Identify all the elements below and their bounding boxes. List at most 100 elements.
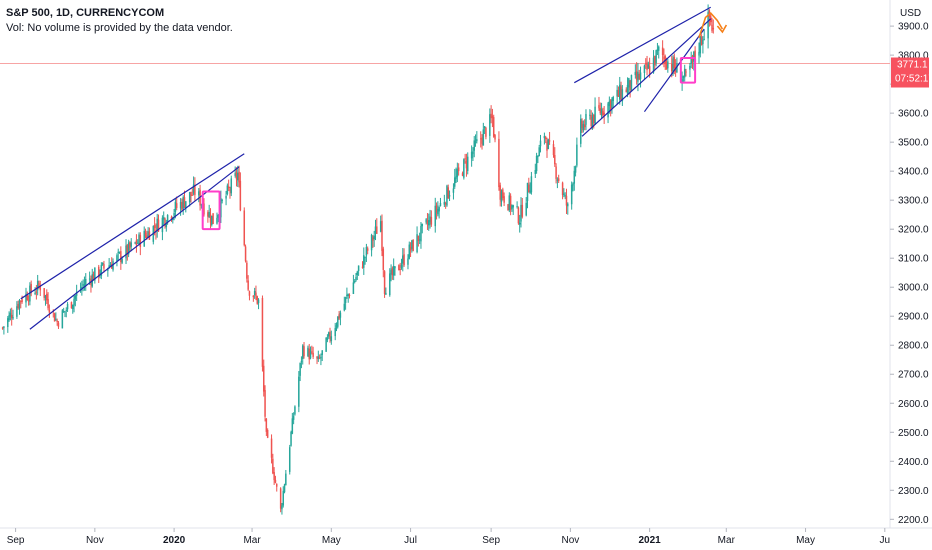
- candle[interactable]: [234, 166, 236, 178]
- candle[interactable]: [229, 186, 231, 199]
- candle[interactable]: [580, 114, 582, 148]
- candle[interactable]: [409, 242, 412, 257]
- candle[interactable]: [357, 265, 360, 276]
- candle[interactable]: [453, 168, 456, 189]
- candle[interactable]: [25, 287, 27, 308]
- candle[interactable]: [26, 291, 29, 301]
- candle[interactable]: [330, 330, 333, 345]
- candle[interactable]: [252, 295, 255, 302]
- candle[interactable]: [237, 165, 239, 187]
- candle[interactable]: [288, 444, 291, 475]
- candle[interactable]: [116, 253, 118, 267]
- candle[interactable]: [220, 190, 222, 224]
- candle[interactable]: [294, 405, 296, 416]
- candle[interactable]: [594, 97, 596, 125]
- candle[interactable]: [474, 134, 477, 147]
- candle[interactable]: [421, 223, 424, 234]
- candle[interactable]: [534, 163, 537, 178]
- candle[interactable]: [654, 55, 656, 70]
- candle[interactable]: [526, 182, 529, 209]
- candle[interactable]: [203, 198, 205, 217]
- candle[interactable]: [521, 197, 524, 219]
- candle[interactable]: [621, 85, 624, 106]
- projection-arrow-path[interactable]: [698, 11, 724, 38]
- candle[interactable]: [403, 248, 405, 267]
- candle[interactable]: [702, 36, 704, 54]
- candle[interactable]: [390, 264, 392, 282]
- candle[interactable]: [62, 307, 65, 313]
- candle[interactable]: [225, 190, 227, 206]
- candle[interactable]: [572, 182, 574, 192]
- candle[interactable]: [338, 310, 340, 321]
- candle[interactable]: [308, 343, 310, 365]
- candle[interactable]: [552, 140, 555, 158]
- candle[interactable]: [570, 181, 573, 210]
- candle[interactable]: [356, 270, 359, 281]
- candle[interactable]: [517, 206, 520, 225]
- candle[interactable]: [543, 132, 546, 145]
- candle[interactable]: [143, 226, 145, 247]
- candle[interactable]: [292, 412, 295, 425]
- candle[interactable]: [309, 346, 312, 360]
- candle[interactable]: [535, 152, 538, 174]
- candle[interactable]: [312, 346, 314, 359]
- candle[interactable]: [561, 181, 564, 200]
- candle[interactable]: [683, 64, 686, 82]
- candle[interactable]: [446, 184, 448, 207]
- candle[interactable]: [407, 254, 409, 270]
- candle[interactable]: [366, 246, 369, 255]
- candle[interactable]: [173, 208, 175, 221]
- candle[interactable]: [383, 270, 386, 298]
- candle[interactable]: [391, 266, 394, 280]
- candle[interactable]: [656, 42, 659, 56]
- candle[interactable]: [634, 64, 637, 79]
- candle[interactable]: [253, 287, 256, 299]
- candle[interactable]: [544, 135, 547, 144]
- candle[interactable]: [70, 301, 73, 309]
- candle[interactable]: [528, 177, 530, 193]
- candle[interactable]: [652, 50, 655, 74]
- candle[interactable]: [348, 293, 351, 299]
- candle[interactable]: [281, 502, 283, 515]
- candle[interactable]: [138, 232, 140, 246]
- candle[interactable]: [311, 345, 313, 355]
- candle[interactable]: [600, 102, 603, 119]
- candle[interactable]: [502, 187, 504, 201]
- candle[interactable]: [455, 167, 457, 184]
- candle[interactable]: [703, 29, 705, 41]
- candle[interactable]: [239, 172, 242, 212]
- candle[interactable]: [211, 215, 213, 227]
- candle[interactable]: [183, 190, 186, 208]
- candle[interactable]: [125, 239, 127, 265]
- symbol-title[interactable]: S&P 500, 1D, CURRENCYCOM: [6, 7, 165, 19]
- candle[interactable]: [681, 71, 683, 91]
- candle[interactable]: [625, 87, 627, 93]
- candle[interactable]: [464, 153, 466, 164]
- candle[interactable]: [537, 155, 539, 164]
- candle[interactable]: [156, 213, 158, 238]
- candle[interactable]: [647, 61, 650, 69]
- candle[interactable]: [255, 285, 257, 301]
- candle[interactable]: [263, 359, 265, 397]
- candle[interactable]: [408, 241, 411, 260]
- candle[interactable]: [707, 4, 709, 49]
- candle[interactable]: [589, 109, 591, 120]
- candle[interactable]: [35, 284, 38, 300]
- candle[interactable]: [352, 274, 355, 295]
- candle[interactable]: [97, 264, 100, 283]
- candle[interactable]: [227, 179, 230, 192]
- candle[interactable]: [638, 69, 640, 81]
- candle[interactable]: [57, 321, 60, 329]
- candle[interactable]: [443, 194, 446, 208]
- candle[interactable]: [264, 385, 266, 422]
- candle[interactable]: [53, 312, 56, 322]
- candle[interactable]: [61, 308, 64, 329]
- candle[interactable]: [503, 192, 505, 207]
- candle[interactable]: [644, 58, 647, 69]
- candle[interactable]: [30, 280, 32, 297]
- candle[interactable]: [261, 295, 264, 372]
- candle[interactable]: [518, 214, 521, 233]
- candle[interactable]: [217, 214, 220, 223]
- candle[interactable]: [7, 316, 9, 333]
- candle[interactable]: [346, 287, 348, 299]
